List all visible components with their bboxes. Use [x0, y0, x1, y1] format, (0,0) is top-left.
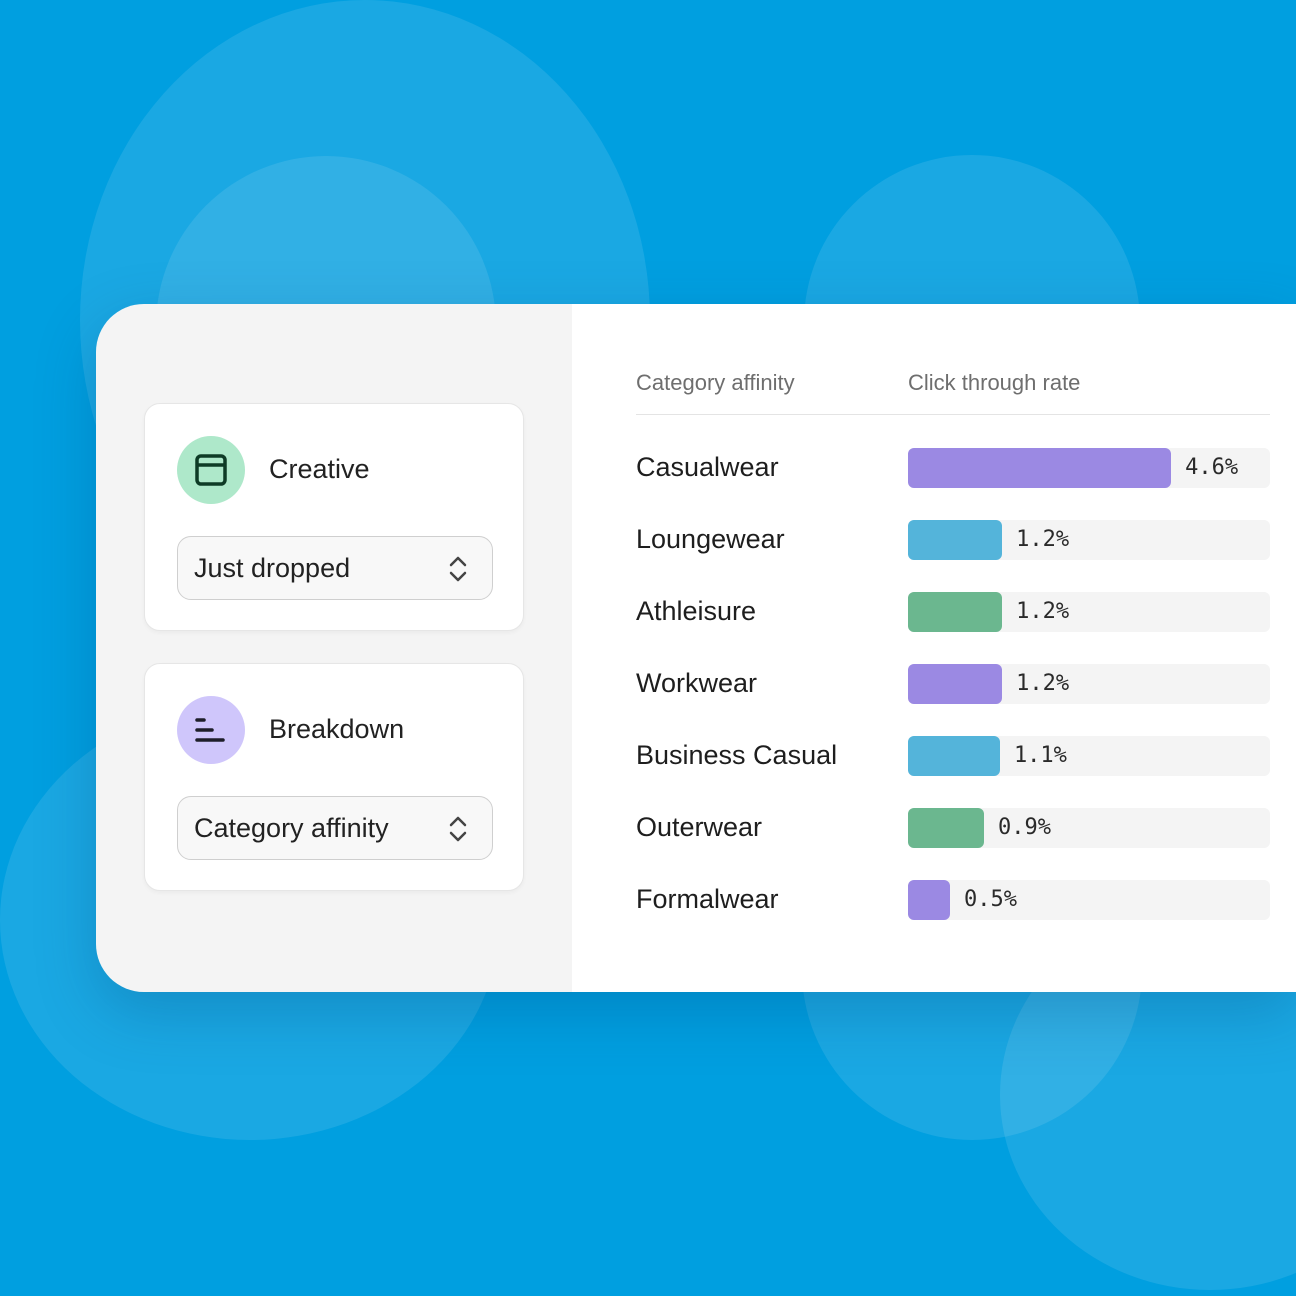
bar-track: 1.2% — [908, 592, 1270, 632]
value-label: 1.2% — [1016, 527, 1070, 552]
chart-row: Outerwear 0.9% — [636, 808, 1270, 848]
chart-row: Formalwear 0.5% — [636, 880, 1270, 920]
column-header-ctr: Click through rate — [908, 370, 1081, 395]
creative-panel: Creative Just dropped — [144, 403, 524, 631]
bar — [908, 736, 1000, 776]
category-label: Business Casual — [636, 740, 838, 770]
chart-panel: Category affinity Click through rate Cas… — [572, 304, 1296, 992]
value-label: 0.9% — [998, 815, 1051, 840]
value-label: 1.1% — [1013, 743, 1067, 768]
value-label: 0.5% — [963, 887, 1017, 912]
value-label: 4.6% — [1185, 455, 1239, 480]
creative-selected-value: Just dropped — [194, 552, 351, 583]
breakdown-selected-value: Category affinity — [194, 812, 389, 843]
chart-row: Business Casual 1.1% — [636, 736, 1270, 776]
bar-track: 1.2% — [908, 664, 1270, 704]
bar — [908, 808, 985, 848]
chart-row: Athleisure 1.2% — [636, 592, 1270, 632]
category-label: Loungewear — [636, 524, 785, 554]
bar — [908, 520, 1003, 560]
layout-window-icon — [177, 436, 245, 504]
creative-title: Creative — [269, 454, 370, 484]
breakdown-title: Breakdown — [269, 714, 405, 744]
chart-row: Loungewear 1.2% — [636, 520, 1270, 560]
bg-circle — [1000, 900, 1296, 1290]
chart-row: Casualwear 4.6% — [636, 448, 1270, 488]
chevron-up-down-icon — [449, 556, 467, 582]
bar-track: 0.9% — [908, 808, 1270, 848]
breakdown-select[interactable]: Category affinity — [177, 796, 493, 860]
bar — [908, 880, 950, 920]
value-label: 1.2% — [1016, 599, 1070, 624]
bar — [908, 664, 1003, 704]
bar-track: 0.5% — [908, 880, 1270, 920]
insights-card: Creative Just dropped Breakdown Category… — [96, 304, 1296, 992]
bar-list-icon — [177, 696, 245, 764]
value-label: 1.2% — [1016, 671, 1070, 696]
chart-row: Workwear 1.2% — [636, 664, 1270, 704]
bar-track: 1.1% — [908, 736, 1270, 776]
header-divider — [636, 414, 1270, 415]
category-label: Workwear — [636, 668, 758, 698]
category-label: Casualwear — [636, 452, 779, 482]
bar — [908, 448, 1172, 488]
category-label: Formalwear — [636, 884, 779, 914]
bar-track: 4.6% — [908, 448, 1270, 488]
breakdown-panel: Breakdown Category affinity — [144, 663, 524, 891]
category-label: Athleisure — [636, 596, 757, 626]
creative-select[interactable]: Just dropped — [177, 536, 493, 600]
column-header-category: Category affinity — [636, 370, 795, 395]
category-label: Outerwear — [636, 812, 763, 842]
bar-track: 1.2% — [908, 520, 1270, 560]
controls-panel: Creative Just dropped Breakdown Category… — [96, 304, 572, 992]
bar — [908, 592, 1003, 632]
chevron-up-down-icon — [449, 816, 467, 842]
